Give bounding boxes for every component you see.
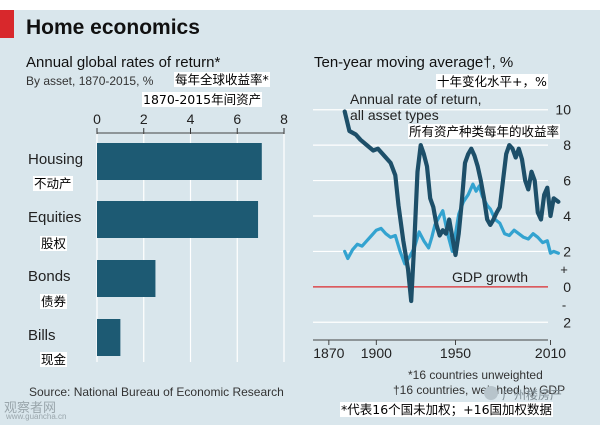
line-ytick-label-5: 8 (563, 137, 571, 153)
line-ytick-label-1: 0 (563, 279, 571, 295)
bar-tick-label-1: 2 (140, 111, 148, 127)
right-panel-title: Ten-year moving average†, % (314, 54, 514, 71)
cn-category-housing: 不动产 (33, 176, 73, 191)
footnote-weighted: †16 countries, weighted by GDP (393, 383, 566, 397)
source-note: Source: National Bureau of Economic Rese… (29, 385, 284, 399)
footnote-unweighted: *16 countries unweighted (408, 368, 543, 382)
bar-category-label-equities: Equities (28, 209, 81, 226)
bar-tick-label-3: 6 (233, 111, 241, 127)
bar-tick-label-4: 8 (280, 111, 288, 127)
left-panel-title: Annual global rates of return* (26, 54, 221, 71)
line-ytick-label-2: 2 (563, 243, 571, 259)
watermark-site-url: www.guancha.cn (6, 412, 67, 421)
line-xtick-label-3: 2010 (535, 345, 566, 361)
left-panel-cn-title-1: 每年全球收益率* (174, 72, 270, 87)
all-assets-label-line-2: all asset types (350, 107, 439, 123)
bar-housing (97, 143, 262, 180)
bar-equities (97, 201, 259, 238)
line-ytick-minus: - (562, 298, 566, 313)
watermark-account: 广州楼房产 (502, 388, 563, 402)
all-assets-label-line-1: Annual rate of return, (350, 91, 482, 107)
bar-bills (97, 319, 121, 356)
page-title: Home economics (26, 16, 200, 39)
bar-category-label-bills: Bills (28, 327, 56, 344)
line-ytick-label-3: 4 (563, 208, 571, 224)
line-xtick-label-0: 1870 (313, 345, 344, 361)
bar-bonds (97, 260, 156, 297)
left-panel-subtitle: By asset, 1870-2015, % (26, 74, 154, 88)
cn-category-bills: 现金 (40, 352, 68, 367)
right-panel-cn-title: 十年变化水平+，% (436, 74, 548, 89)
footnote-cn: *代表16个国未加权；+16国加权数据 (340, 402, 554, 417)
cn-category-equities: 股权 (40, 236, 68, 251)
line-ytick-label-6: 10 (555, 102, 571, 118)
cn-category-bonds: 债券 (40, 294, 68, 309)
line-ytick-label-4: 6 (563, 173, 571, 189)
line-xtick-label-1: 1900 (361, 345, 392, 361)
all-assets-return-line (342, 109, 561, 304)
bar-tick-label-2: 4 (187, 111, 195, 127)
line-xtick-label-2: 1950 (440, 345, 471, 361)
accent-marker (0, 10, 14, 38)
top-bar (0, 0, 600, 10)
bar-tick-label-0: 0 (93, 111, 101, 127)
bar-category-label-bonds: Bonds (28, 268, 71, 285)
watermark-site-name: 观察者网 (4, 400, 57, 415)
bar-category-label-housing: Housing (28, 151, 83, 168)
gdp-growth-label: GDP growth (452, 269, 528, 285)
line-ytick-label-0: 2 (563, 314, 571, 330)
wechat-icon (484, 386, 498, 400)
left-panel-cn-title-2: 1870-2015年间资产 (142, 92, 263, 107)
all-assets-cn-label: 所有资产种类每年的收益率 (408, 124, 561, 139)
line-ytick-plus: + (560, 262, 568, 277)
